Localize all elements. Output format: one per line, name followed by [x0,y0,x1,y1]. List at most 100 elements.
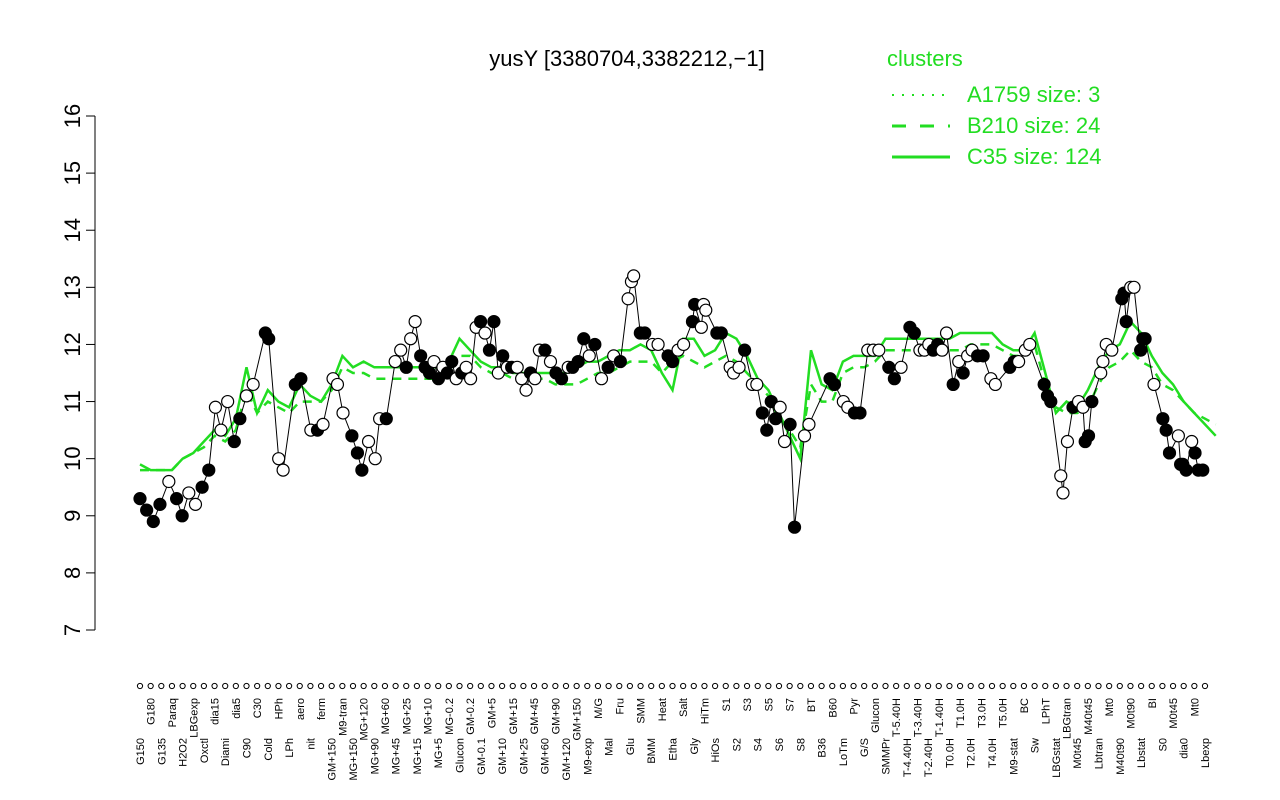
x-tick-mark [765,682,772,690]
x-tick-label: GM+25 [518,738,530,774]
x-tick-mark [467,682,474,690]
x-tick-label: S2 [731,738,743,751]
x-tick-mark [669,682,676,690]
data-point [1037,377,1051,392]
data-point [414,349,428,363]
x-tick-mark [179,682,186,690]
x-tick-label: MG+10 [423,698,435,734]
x-tick-label: T4.0H [987,738,999,768]
x-tick-mark [445,682,452,690]
data-point [827,377,842,392]
y-tick-label: 15 [60,161,85,185]
data-point [388,354,402,369]
data-point [496,349,510,363]
x-tick-label: GM+10 [497,738,509,774]
data-point [638,326,652,340]
x-tick-mark [829,682,836,690]
x-tick-label: G135 [156,738,168,765]
y-tick-label: 14 [60,218,85,242]
data-point [404,332,418,346]
data-point [459,360,473,374]
x-tick-label: T-2.40H [923,738,935,777]
x-tick-label: G150 [135,738,147,765]
x-tick-mark [296,682,303,690]
y-axis-ticks: 7 8 9 10 11 12 13 14 15 16 [60,104,95,636]
data-point [233,412,247,426]
data-point [760,423,774,437]
data-point [750,377,764,392]
data-point [714,326,728,340]
x-tick-mark [903,682,910,690]
x-tick-mark [339,682,346,690]
y-tick-label: 13 [60,275,85,299]
x-tick-mark [1063,682,1070,690]
x-tick-mark [232,682,239,690]
x-tick-label: aero [295,698,307,720]
data-point [162,474,176,489]
x-tick-label: Mt0 [1189,698,1201,716]
x-tick-label: Gly [689,738,701,755]
x-tick-label: B60 [827,698,839,718]
x-tick-mark [158,682,165,690]
x-tick-mark [381,682,389,690]
data-point [510,360,524,374]
x-tick-label: LPh [284,738,296,758]
x-tick-label: MG+25 [401,698,413,734]
data-point [1085,394,1099,409]
x-tick-label: MG+60 [380,698,392,734]
data-point [956,366,970,380]
legend-title: clusters [887,46,963,71]
x-tick-label: Etha [668,737,680,761]
data-point [946,377,960,392]
x-tick-label: GM+90 [550,698,562,734]
x-tick-mark [136,682,144,690]
data-point [133,492,147,506]
data-points [133,269,1210,534]
data-point [399,360,413,374]
x-tick-label: M0t45 [1072,738,1084,769]
x-tick-label: HiOs [710,738,722,763]
x-tick-label: M40t45 [1083,698,1095,735]
data-point [1081,429,1096,443]
x-tick-mark [488,682,495,690]
data-point [787,520,802,534]
x-tick-mark [499,682,506,690]
data-point [627,269,641,283]
data-point [272,452,286,466]
y-tick-label: 8 [60,567,85,579]
data-point [594,372,609,386]
x-tick-mark [754,682,761,690]
data-point [613,354,627,369]
x-tick-label: S8 [795,738,807,751]
x-tick-label: Oxctl [199,738,211,763]
x-tick-mark [935,682,942,690]
x-tick-mark [286,682,293,690]
x-tick-mark [871,682,878,690]
x-tick-label: dia5 [231,698,243,719]
x-tick-label: M9-tran [337,698,349,736]
x-tick-mark [807,682,815,690]
x-tick-mark [1031,682,1038,690]
x-tick-label: MG+45 [391,738,403,774]
x-tick-mark [658,682,665,690]
data-point [988,377,1002,392]
x-tick-label: T2.0H [966,738,978,768]
x-tick-label: GM+15 [508,698,520,734]
x-tick-mark [914,682,921,690]
x-tick-label: Sw [1030,738,1042,753]
x-tick-label: Lbtran [1094,738,1106,769]
x-tick-label: T3.0H [976,698,988,728]
x-tick-label: Glu [625,738,637,755]
data-point [1162,446,1177,460]
x-tick-mark [1042,682,1049,690]
data-point [738,343,752,357]
x-tick-label: G/S [859,738,871,757]
data-point [473,315,488,329]
data-point [907,326,921,340]
x-tick-mark [584,682,591,690]
data-point [1060,434,1075,449]
x-tick-label: HiTm [699,698,711,724]
data-point [1147,377,1161,392]
